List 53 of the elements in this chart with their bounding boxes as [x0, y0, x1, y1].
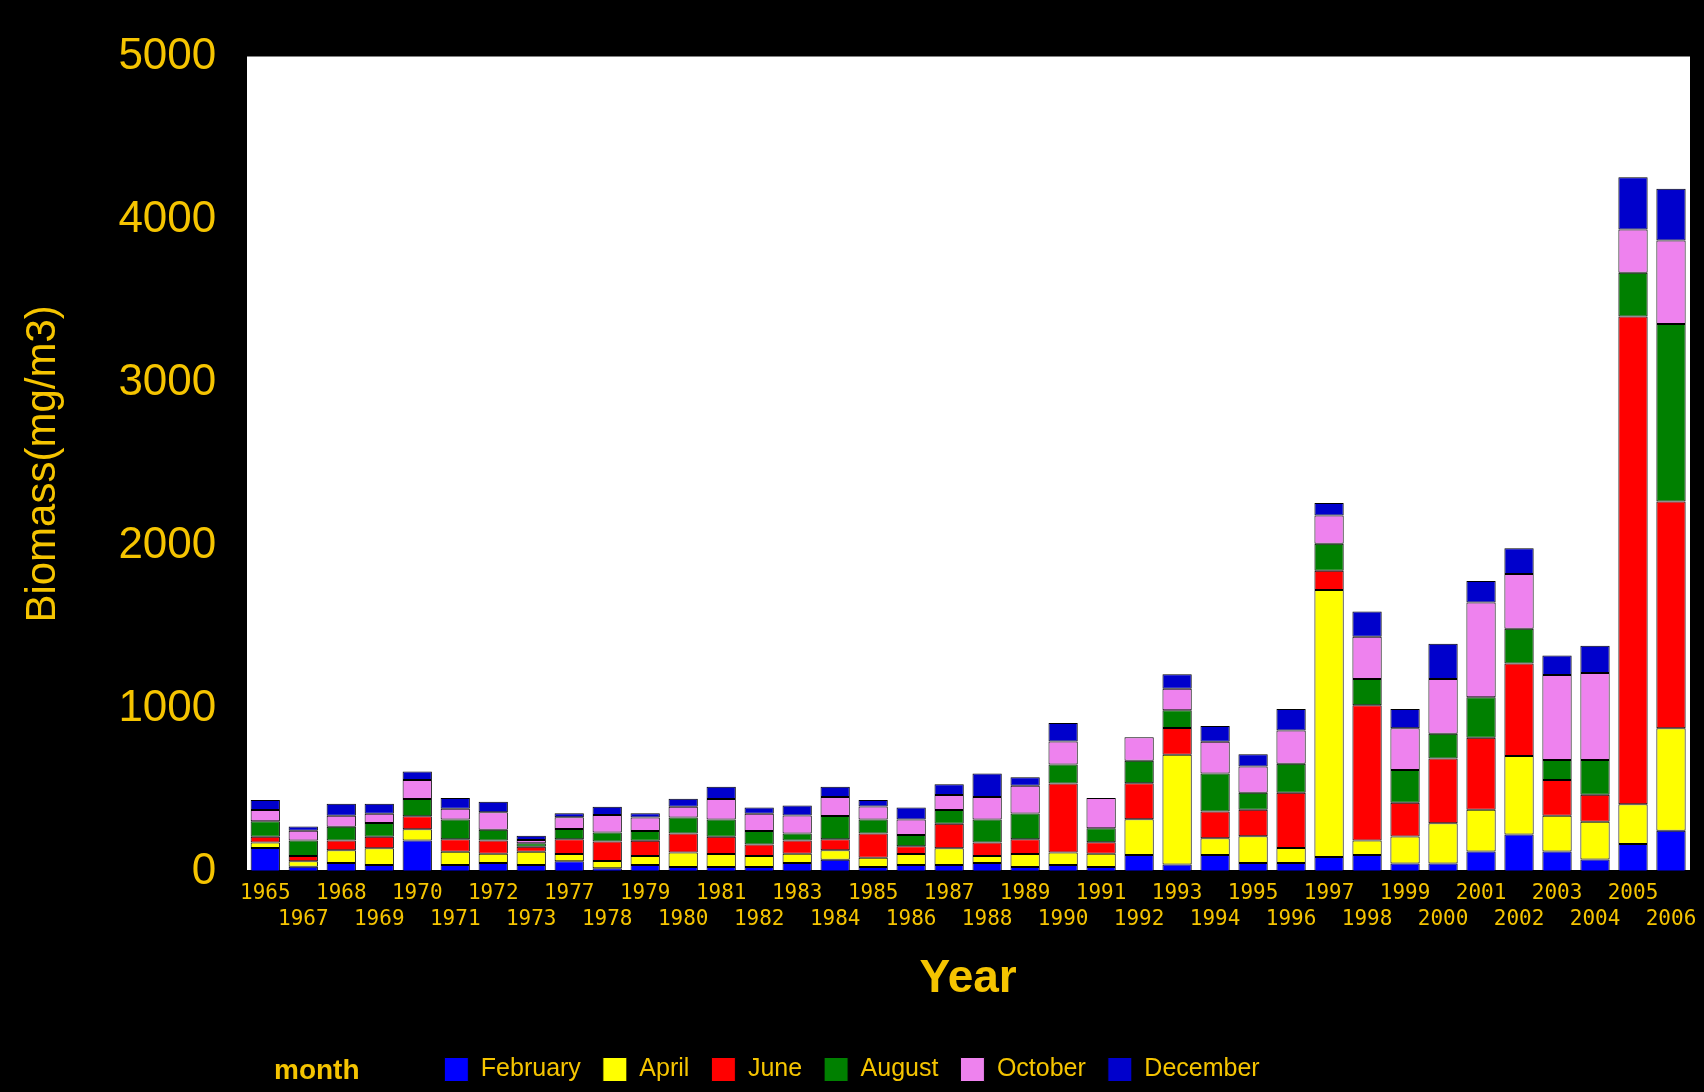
x-tick-label: 1978: [581, 905, 633, 930]
y-tick-label: 1000: [118, 680, 217, 730]
x-tick-label: 1972: [467, 880, 519, 905]
x-tick-label: 1985: [847, 880, 899, 905]
x-tick-label: 1981: [695, 880, 747, 905]
x-tick-label: 1984: [809, 905, 861, 930]
x-tick-label: 1977: [543, 880, 595, 905]
x-tick-label: 1973: [505, 905, 557, 930]
x-tick-label: 1969: [353, 905, 405, 930]
legend-label: August: [860, 1053, 939, 1082]
x-tick-label: 1979: [619, 880, 671, 905]
y-tick-label: 0: [191, 843, 217, 893]
x-tick-label: 1971: [429, 905, 481, 930]
legend-label: February: [480, 1053, 582, 1082]
x-tick-label: 2000: [1417, 905, 1469, 930]
x-tick-label: 1967: [277, 905, 329, 930]
legend-label: December: [1144, 1053, 1260, 1082]
x-tick-label: 1968: [315, 880, 367, 905]
y-tick-label: 5000: [118, 28, 217, 78]
x-axis-title: Year: [919, 950, 1017, 1003]
x-tick-label: 1988: [961, 905, 1013, 930]
legend-label: October: [996, 1053, 1086, 1082]
x-tick-label: 1996: [1265, 905, 1317, 930]
x-tick-label: 1990: [1037, 905, 1089, 930]
x-tick-label: 2002: [1493, 905, 1545, 930]
x-tick-label: 1999: [1379, 880, 1431, 905]
x-tick-label: 1983: [771, 880, 823, 905]
legend-label: June: [747, 1053, 803, 1082]
x-tick-label: 1980: [657, 905, 709, 930]
x-tick-label: 1998: [1341, 905, 1393, 930]
y-axis-title: Biomass(mg/m3): [16, 305, 64, 623]
x-tick-label: 1993: [1151, 880, 1203, 905]
x-tick-label: 2004: [1569, 905, 1621, 930]
legend-title: month: [274, 1054, 360, 1086]
x-tick-label: 1997: [1303, 880, 1355, 905]
x-tick-label: 2006: [1645, 905, 1697, 930]
y-tick-label: 4000: [118, 191, 217, 241]
x-tick-label: 1965: [239, 880, 291, 905]
x-tick-label: 1992: [1113, 905, 1165, 930]
x-tick-label: 1982: [733, 905, 785, 930]
x-tick-label: 1994: [1189, 905, 1241, 930]
x-tick-label: 2001: [1455, 880, 1507, 905]
x-tick-label: 2005: [1607, 880, 1659, 905]
x-tick-label: 1986: [885, 905, 937, 930]
x-tick-label: 1987: [923, 880, 975, 905]
legend-label: April: [639, 1053, 690, 1082]
x-tick-label: 1989: [999, 880, 1051, 905]
y-tick-label: 3000: [118, 354, 217, 404]
y-tick-label: 2000: [118, 517, 217, 567]
x-tick-label: 2003: [1531, 880, 1583, 905]
x-tick-label: 1970: [391, 880, 443, 905]
x-tick-label: 1991: [1075, 880, 1127, 905]
x-tick-label: 1995: [1227, 880, 1279, 905]
